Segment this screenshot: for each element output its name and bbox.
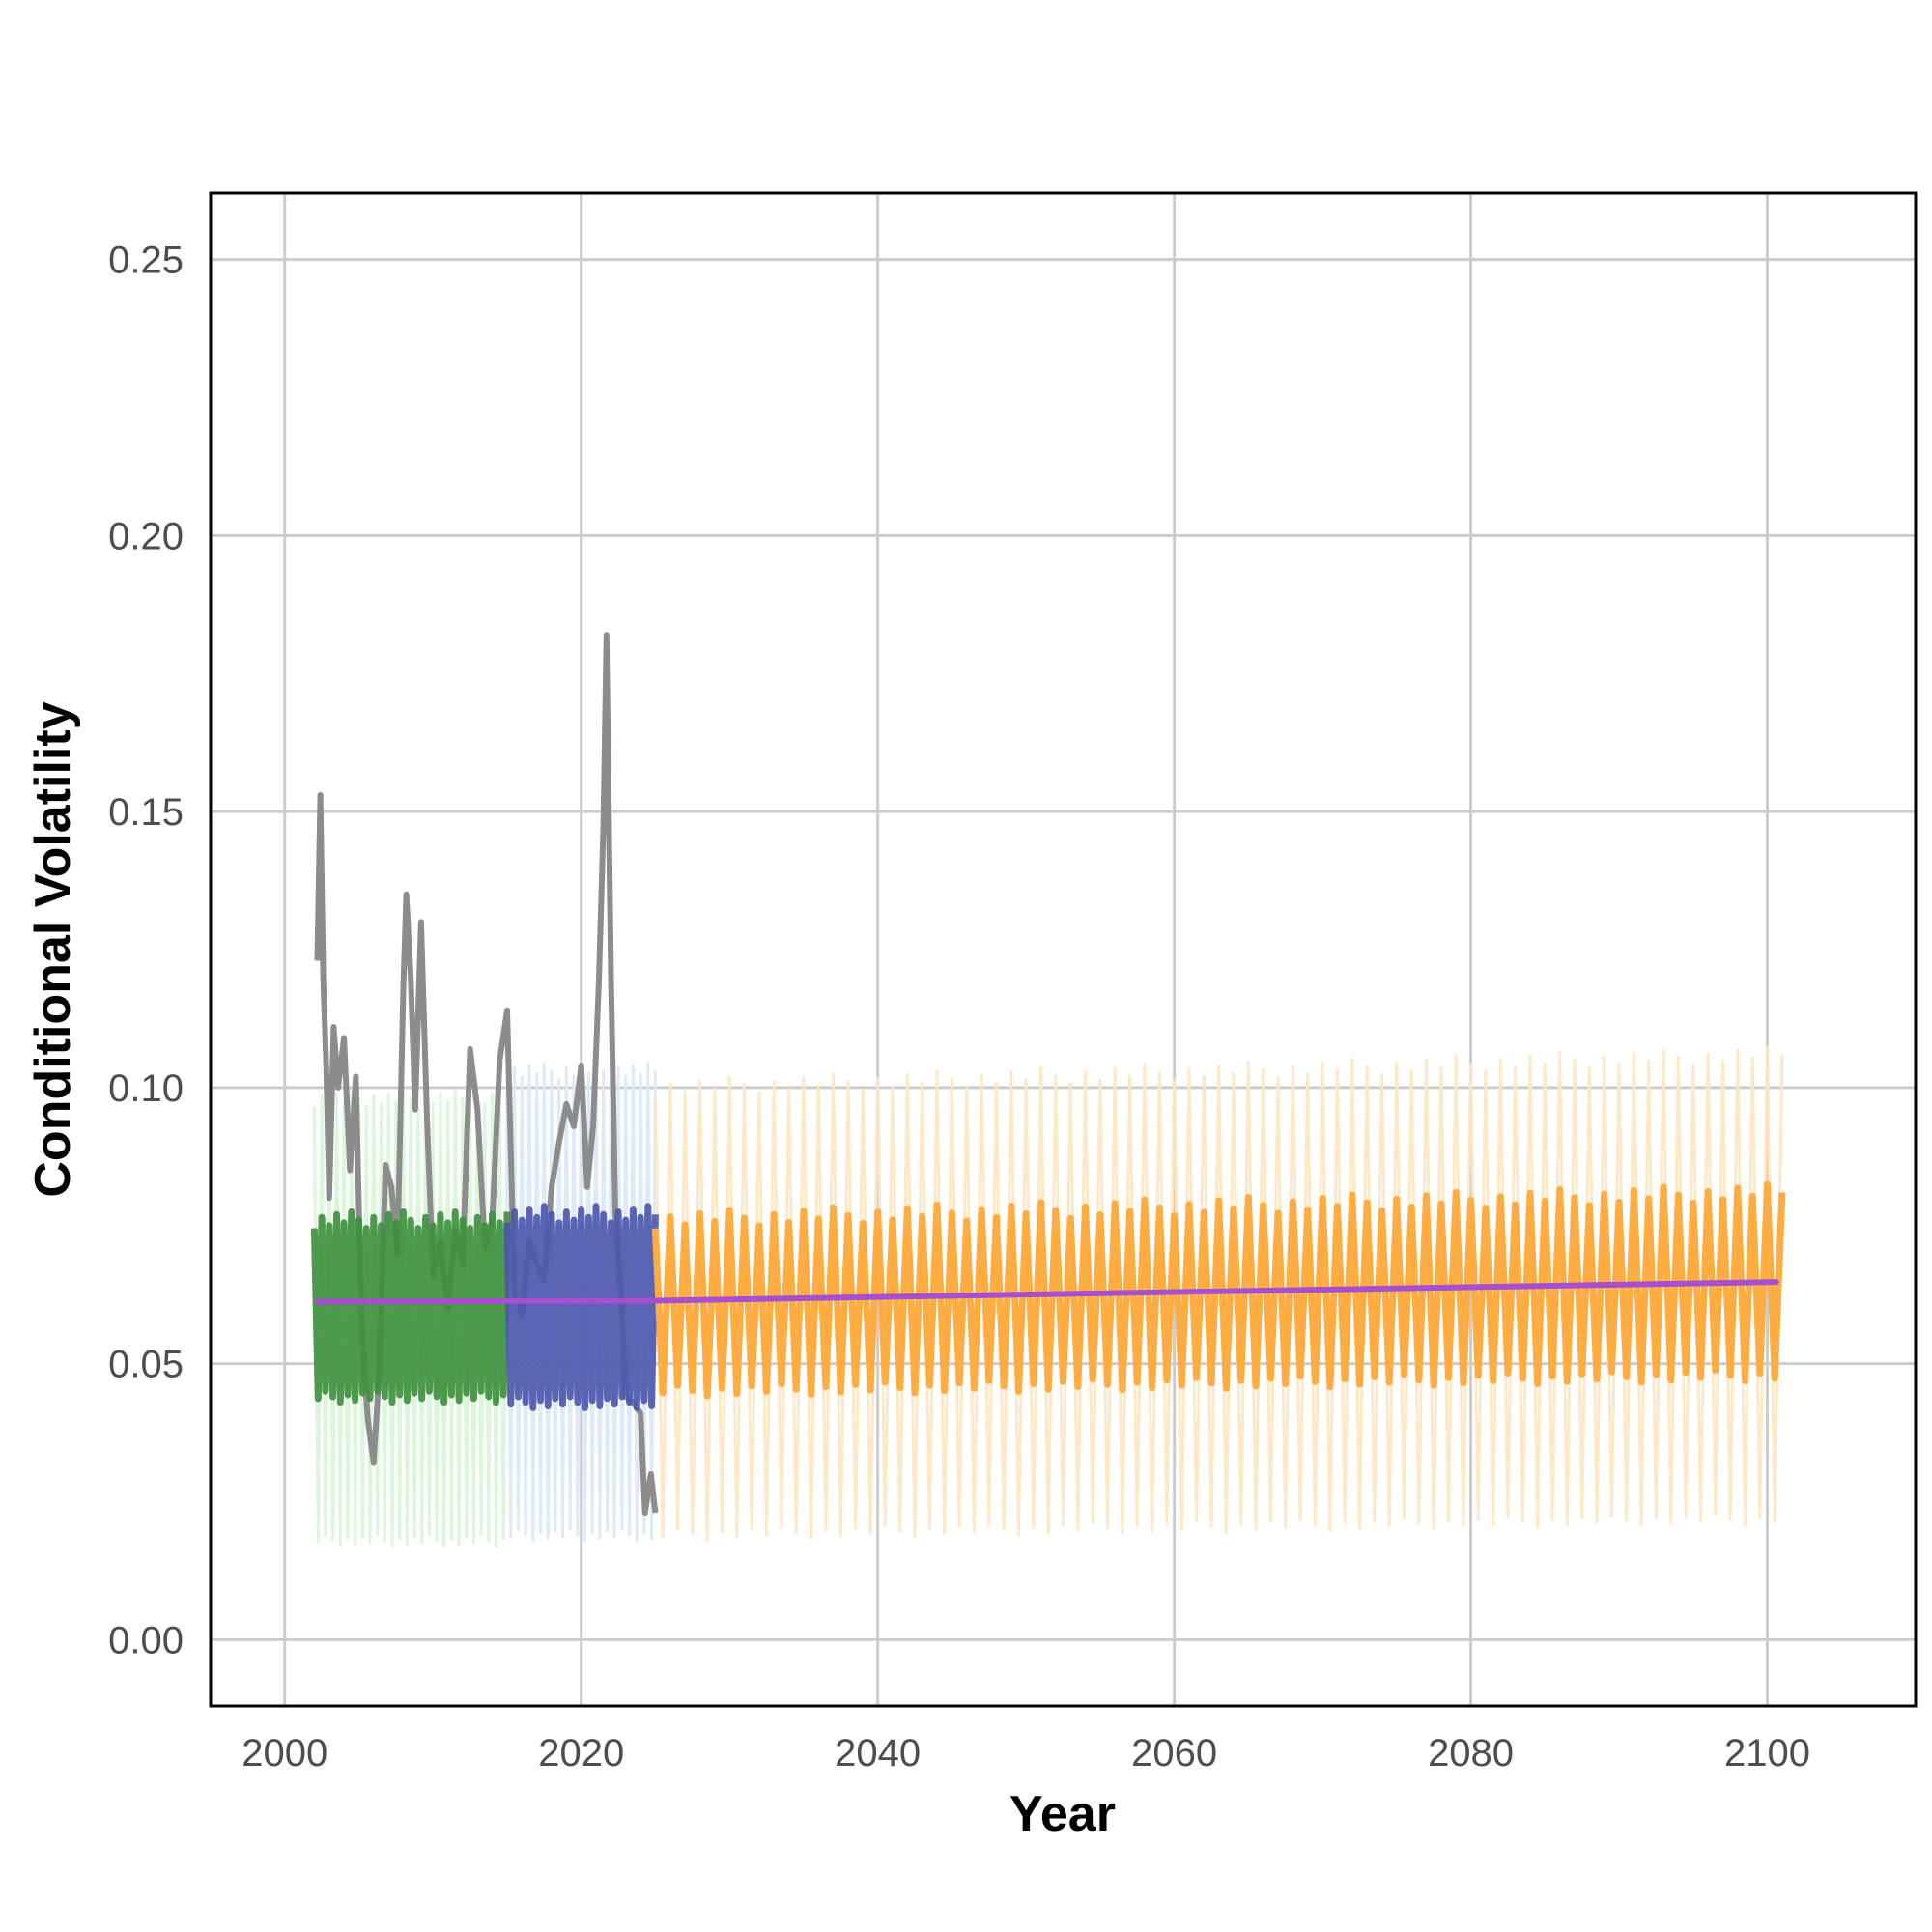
y-tick-label: 0.25 <box>108 240 184 282</box>
y-tick-labels: 0.00 0.05 0.10 0.15 0.20 0.25 <box>108 240 184 1662</box>
x-tick-label: 2020 <box>538 1732 624 1775</box>
y-tick-label: 0.05 <box>108 1344 184 1386</box>
x-tick-label: 2040 <box>835 1732 921 1775</box>
x-tick-label: 2000 <box>242 1732 327 1775</box>
y-tick-label: 0.10 <box>108 1067 184 1110</box>
y-tick-label: 0.00 <box>108 1619 184 1662</box>
y-tick-label: 0.15 <box>108 791 184 834</box>
long-run-trend-line <box>314 1279 1779 1305</box>
y-axis-title: Conditional Volatility <box>25 701 81 1197</box>
x-axis-title: Year <box>1009 1786 1116 1842</box>
fitted-volatility-line <box>503 1203 659 1411</box>
x-tick-label: 2100 <box>1724 1732 1810 1775</box>
x-tick-label: 2060 <box>1131 1732 1217 1775</box>
fitted-volatility-line <box>310 1208 511 1406</box>
x-tick-label: 2080 <box>1428 1732 1514 1775</box>
observed-volatility-line <box>314 632 659 1516</box>
series-lines <box>310 632 1786 1516</box>
y-tick-label: 0.20 <box>108 515 184 557</box>
plot-frame <box>209 191 1918 1708</box>
grid-lines <box>211 193 1916 1706</box>
forecast-volatility-line <box>651 1180 1786 1400</box>
x-tick-labels: 2000 2020 2040 2060 2080 2100 <box>242 1732 1810 1775</box>
